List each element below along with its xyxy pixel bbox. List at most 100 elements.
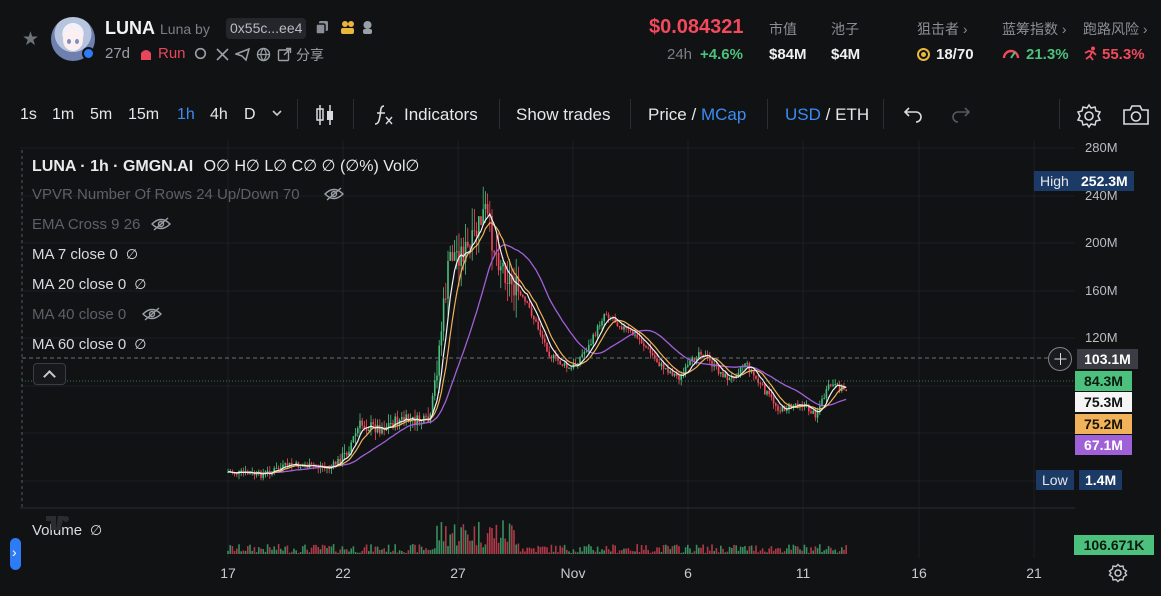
run-icon <box>141 50 151 60</box>
x-tick: 22 <box>335 565 351 581</box>
indicators-button[interactable]: Indicators <box>404 105 478 124</box>
ma7-label: MA 7 close 0 <box>32 246 118 263</box>
share-icon[interactable] <box>277 47 292 62</box>
indicator-ma20[interactable]: MA 20 close 0 ∅ <box>32 276 146 293</box>
price-mcap-toggle[interactable]: Price / MCap <box>648 105 746 125</box>
collapse-legend-button[interactable] <box>33 363 66 385</box>
sniper-icon <box>917 48 930 61</box>
holders-badge-icon <box>341 21 354 34</box>
volume-tag: 106.671K <box>1074 535 1154 555</box>
currency-toggle[interactable]: USD / ETH <box>785 105 869 125</box>
legend-ohlc: O∅ H∅ L∅ C∅ ∅ (∅%) Vol∅ <box>203 158 420 175</box>
low-value-tag: 1.4M <box>1079 470 1123 490</box>
indicator-ma60[interactable]: MA 60 close 0 ∅ <box>32 336 146 353</box>
price-option[interactable]: Price <box>648 105 687 124</box>
globe-icon[interactable] <box>256 47 271 62</box>
ma-white-tag: 75.3M <box>1075 392 1132 412</box>
low-label: Low <box>1036 470 1074 490</box>
eye-off-icon[interactable] <box>323 186 345 202</box>
y-tick: 200M <box>1085 235 1118 250</box>
creator-label: Luna by <box>160 21 210 37</box>
telegram-icon[interactable] <box>235 47 250 62</box>
add-alert-button[interactable] <box>1048 347 1072 371</box>
rug-risk-value: 55.3% <box>1102 46 1145 63</box>
x-tick: Nov <box>560 565 586 581</box>
eye-off-icon[interactable] <box>141 306 163 322</box>
search-icon[interactable] <box>194 47 209 62</box>
token-age: 27d <box>105 45 131 62</box>
mcap-option[interactable]: MCap <box>700 105 747 124</box>
high-label: High <box>1034 171 1075 191</box>
ma60-value: ∅ <box>134 336 147 352</box>
pool-label: 池子 <box>831 21 859 37</box>
timeframe-1h[interactable]: 1h <box>177 106 195 123</box>
undo-icon[interactable] <box>902 104 924 124</box>
chart-legend-title: LUNA · 1h · GMGN.AI O∅ H∅ L∅ C∅ ∅ (∅%) V… <box>32 156 419 176</box>
runner-icon <box>1084 46 1097 61</box>
legend-symbol: LUNA · 1h · GMGN.AI <box>32 158 194 175</box>
timeframe-15m[interactable]: 15m <box>128 106 160 123</box>
timeframe-5m[interactable]: 5m <box>90 106 113 123</box>
volume-label: Volume <box>32 522 83 539</box>
x-tick: 11 <box>795 565 811 581</box>
timeframe-d[interactable]: D <box>244 106 256 123</box>
show-trades-button[interactable]: Show trades <box>516 105 611 124</box>
chart-settings-icon[interactable] <box>1108 563 1128 583</box>
price-change: +4.6% <box>700 46 743 63</box>
ma20-value: ∅ <box>134 276 147 292</box>
indicator-ma7[interactable]: MA 7 close 0 ∅ <box>32 246 138 263</box>
volume-legend[interactable]: Volume ∅ <box>32 522 102 539</box>
bluechip-label[interactable]: 蓝筹指数 › <box>1002 21 1067 37</box>
current-price-tag: 84.3M <box>1075 371 1132 391</box>
slash-separator: / <box>825 105 831 124</box>
sidebar-expand-handle[interactable] <box>10 538 21 570</box>
indicator-ma40[interactable]: MA 40 close 0 <box>32 306 127 323</box>
token-avatar <box>51 17 95 61</box>
ma-purple-tag: 67.1M <box>1075 435 1132 455</box>
candlestick-icon[interactable] <box>314 103 336 127</box>
indicators-icon[interactable] <box>372 103 394 127</box>
timeframe-4h[interactable]: 4h <box>210 106 228 123</box>
ma20-label: MA 20 close 0 <box>32 276 127 293</box>
x-icon[interactable] <box>215 47 230 62</box>
ma-yellow-tag: 75.2M <box>1075 414 1132 434</box>
token-header: ★ LUNA Luna by 0x55c...ee4 27d Run 分享 $0… <box>0 0 1161 84</box>
camera-icon[interactable] <box>1122 103 1150 127</box>
chevron-down-icon[interactable] <box>271 108 283 118</box>
y-tick: 120M <box>1085 330 1118 345</box>
volume-value: ∅ <box>90 522 103 538</box>
x-tick: 27 <box>450 565 466 581</box>
timeframe-1m[interactable]: 1m <box>52 106 75 123</box>
token-name: LUNA <box>105 18 155 38</box>
eth-option[interactable]: ETH <box>835 105 870 124</box>
ma7-value: ∅ <box>125 246 139 262</box>
high-value-tag: 252.3M <box>1075 171 1134 191</box>
usd-option[interactable]: USD <box>785 105 821 124</box>
share-label[interactable]: 分享 <box>296 47 324 63</box>
redo-icon[interactable] <box>950 104 972 124</box>
indicator-vpvr[interactable]: VPVR Number Of Rows 24 Up/Down 70 <box>32 186 300 203</box>
copy-icon[interactable] <box>315 20 329 35</box>
snipers-value: 18/70 <box>936 46 974 63</box>
eye-off-icon[interactable] <box>150 216 172 232</box>
settings-gear-icon[interactable] <box>1076 103 1102 129</box>
ma60-label: MA 60 close 0 <box>32 336 127 353</box>
tradingview-logo-icon <box>46 516 69 530</box>
bluechip-value: 21.3% <box>1026 46 1069 63</box>
dev-badge-icon <box>363 21 372 34</box>
y-tick: 240M <box>1085 188 1118 203</box>
gauge-icon <box>1002 49 1020 59</box>
timeframe-1s[interactable]: 1s <box>20 106 37 123</box>
run-label[interactable]: Run <box>158 45 186 62</box>
star-icon[interactable]: ★ <box>22 29 40 50</box>
token-price: $0.084321 <box>649 16 744 38</box>
x-tick: 6 <box>684 565 692 581</box>
price-chart[interactable] <box>0 140 1161 596</box>
y-tick: 160M <box>1085 283 1118 298</box>
contract-address[interactable]: 0x55c...ee4 <box>226 18 307 39</box>
y-tick: 280M <box>1085 140 1118 155</box>
indicator-ema-cross[interactable]: EMA Cross 9 26 <box>32 216 141 233</box>
snipers-label[interactable]: 狙击者 › <box>917 21 968 37</box>
x-tick: 17 <box>220 565 236 581</box>
rug-risk-label[interactable]: 跑路风险 › <box>1083 21 1148 37</box>
